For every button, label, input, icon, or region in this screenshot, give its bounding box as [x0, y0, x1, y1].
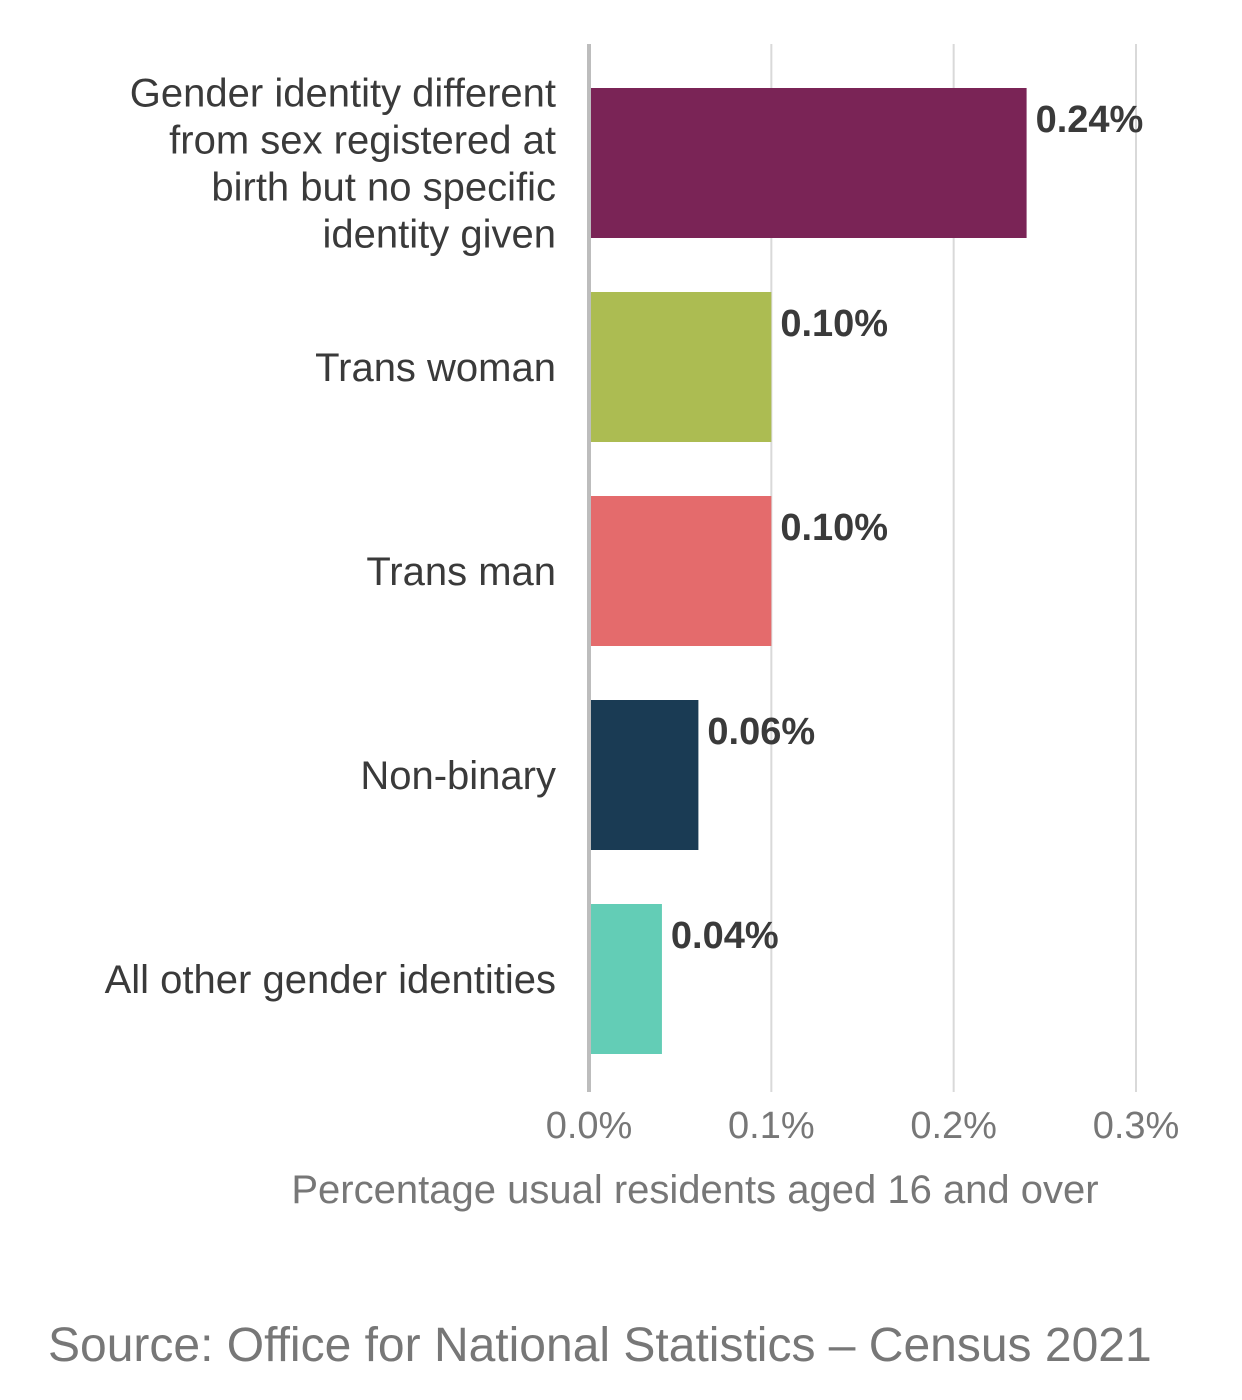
category-label: identity given	[323, 213, 556, 257]
value-label: 0.10%	[780, 507, 888, 549]
value-label: 0.06%	[707, 711, 815, 753]
category-label: Trans man	[366, 550, 556, 594]
bar	[589, 292, 772, 442]
bar	[589, 496, 772, 646]
category-label: from sex registered at	[169, 119, 556, 163]
value-label: 0.04%	[671, 915, 779, 957]
category-label: birth but no specific	[211, 166, 556, 210]
x-tick-label: 0.0%	[546, 1105, 633, 1147]
bar	[589, 700, 699, 850]
category-label: Trans woman	[315, 346, 556, 390]
x-tick-label: 0.3%	[1093, 1105, 1180, 1147]
category-label: All other gender identities	[105, 958, 556, 1002]
x-axis-title: Percentage usual residents aged 16 and o…	[291, 1168, 1098, 1212]
bar	[589, 88, 1027, 238]
bar	[589, 904, 662, 1054]
value-label: 0.10%	[780, 303, 888, 345]
x-tick-label: 0.1%	[728, 1105, 815, 1147]
x-tick-label: 0.2%	[910, 1105, 997, 1147]
value-label: 0.24%	[1036, 99, 1144, 141]
category-label: Non-binary	[360, 754, 556, 798]
source-note: Source: Office for National Statistics –…	[48, 1319, 1152, 1372]
category-label: Gender identity different	[130, 72, 556, 116]
